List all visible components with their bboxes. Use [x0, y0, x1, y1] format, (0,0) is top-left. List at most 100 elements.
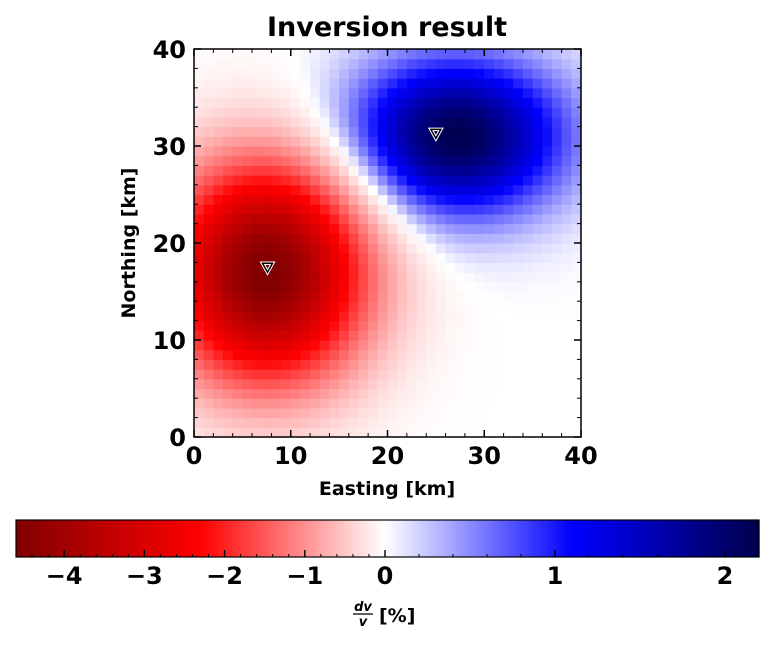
colorbar-segment: [738, 520, 743, 557]
heatmap-cell: [435, 165, 447, 176]
heatmap-cell: [290, 78, 302, 89]
heatmap-cell: [368, 398, 379, 409]
heatmap-cell: [319, 97, 331, 108]
heatmap-cell: [532, 97, 543, 108]
colorbar-segment: [691, 520, 695, 557]
heatmap-cell: [406, 184, 418, 196]
heatmap-cell: [503, 175, 514, 186]
colorbar-segment: [415, 520, 420, 557]
heatmap-cell: [542, 204, 553, 215]
heatmap-cell: [290, 194, 302, 205]
colorbar-segment: [470, 520, 474, 557]
heatmap-cell: [223, 126, 234, 137]
heatmap-cell: [493, 388, 505, 399]
colorbar-segment: [555, 520, 559, 557]
heatmap-cell: [339, 349, 350, 360]
heatmap-cell: [503, 194, 514, 205]
colorbar-segment: [177, 520, 181, 557]
heatmap-cell: [377, 155, 389, 166]
heatmap-cell: [406, 349, 418, 360]
heatmap-cell: [435, 272, 447, 283]
heatmap-cell: [513, 320, 524, 331]
heatmap-cell: [261, 175, 272, 186]
colorbar-segment: [260, 520, 265, 557]
heatmap-cell: [232, 388, 243, 399]
heatmap-cell: [426, 233, 437, 244]
heatmap-cell: [223, 388, 234, 399]
heatmap-cell: [532, 398, 543, 409]
heatmap-cell: [474, 136, 485, 147]
heatmap-cell: [261, 146, 272, 157]
heatmap-cell: [503, 213, 514, 225]
heatmap-cell: [310, 194, 321, 205]
heatmap-cell: [474, 68, 485, 79]
heatmap-cell: [319, 359, 331, 370]
heatmap-cell: [271, 58, 282, 69]
heatmap-cell: [213, 417, 224, 428]
heatmap-cell: [532, 165, 543, 176]
heatmap-cell: [319, 378, 331, 390]
heatmap-cell: [503, 407, 514, 419]
colorbar-segment: [150, 520, 155, 557]
colorbar-segment: [66, 520, 71, 557]
heatmap-cell: [522, 155, 534, 166]
heatmap-cell: [445, 369, 456, 380]
colorbar-segment: [704, 520, 709, 557]
heatmap-cell: [348, 291, 360, 302]
heatmap-cell: [542, 126, 553, 137]
heatmap-cell: [522, 388, 534, 399]
heatmap-cell: [213, 223, 224, 234]
heatmap-cell: [194, 49, 205, 60]
heatmap-cell: [522, 320, 534, 331]
heatmap-cell: [445, 165, 456, 176]
heatmap-cell: [522, 369, 534, 380]
heatmap-cell: [203, 272, 214, 283]
colorbar-segment: [180, 520, 185, 557]
heatmap-cell: [368, 97, 379, 108]
heatmap-cell: [493, 262, 505, 273]
colorbar-tick-label: 0: [377, 562, 394, 590]
heatmap-cell: [242, 417, 253, 428]
heatmap-cell: [261, 87, 272, 99]
heatmap-cell: [242, 175, 253, 186]
heatmap-cell: [203, 68, 214, 79]
heatmap-cell: [455, 233, 466, 244]
heatmap-cell: [455, 369, 466, 380]
heatmap-cell: [339, 427, 350, 438]
heatmap-cell: [426, 116, 437, 128]
heatmap-cell: [387, 407, 398, 419]
heatmap-cell: [242, 427, 253, 438]
heatmap-cell: [493, 126, 505, 137]
heatmap-cell: [445, 213, 456, 225]
heatmap-cell: [397, 330, 408, 341]
heatmap-cell: [532, 175, 543, 186]
heatmap-cell: [329, 68, 340, 79]
heatmap-cell: [368, 184, 379, 196]
heatmap-cell: [542, 330, 553, 341]
station-markers: [259, 127, 444, 276]
heatmap-cell: [435, 369, 447, 380]
heatmap-cell: [194, 310, 205, 322]
heatmap-cell: [358, 281, 369, 293]
heatmap-cell: [561, 107, 572, 118]
heatmap-cell: [348, 252, 360, 263]
colorbar-segment: [207, 520, 212, 557]
colorbar-segment: [210, 520, 215, 557]
colorbar-segment: [173, 520, 178, 557]
heatmap-cell: [474, 155, 485, 166]
heatmap-cell: [252, 155, 263, 166]
x-tick-label: 10: [274, 442, 307, 470]
heatmap-cell: [242, 398, 253, 409]
heatmap-cell: [532, 107, 543, 118]
heatmap-cell: [571, 369, 582, 380]
heatmap-cell: [532, 184, 543, 196]
heatmap-cell: [397, 136, 408, 147]
colorbar-tick-label: −1: [286, 562, 323, 590]
heatmap-cell: [493, 184, 505, 196]
heatmap-cell: [319, 310, 331, 322]
heatmap-cell: [455, 359, 466, 370]
heatmap-cell: [513, 116, 524, 128]
colorbar-label-numerator: dv: [354, 600, 372, 615]
colorbar-segment: [602, 520, 607, 557]
heatmap-cell: [406, 398, 418, 409]
